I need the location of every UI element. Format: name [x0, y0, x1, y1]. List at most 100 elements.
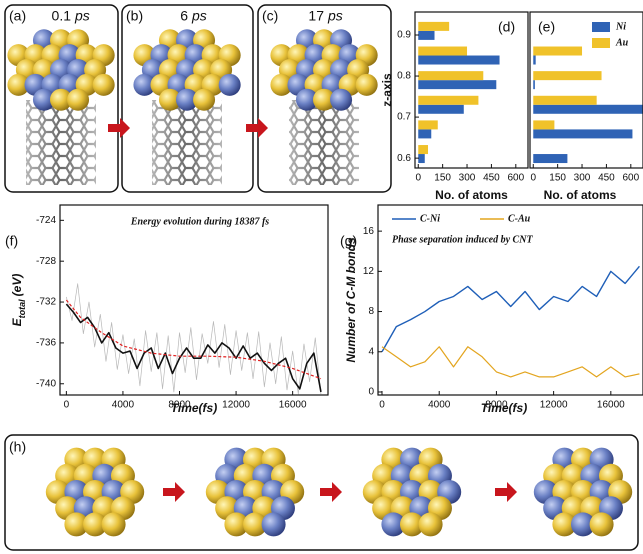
arrow: [246, 118, 268, 138]
y-axis-title: Number of C-M bonds: [344, 237, 358, 363]
x-tick-label: 16000: [279, 400, 307, 411]
legend-label: C-Au: [508, 213, 531, 224]
legend-swatch: [592, 22, 610, 32]
bar: [533, 47, 582, 56]
atom: [330, 89, 352, 111]
data-line: [382, 266, 639, 351]
arrow: [108, 118, 130, 138]
y-axis-title-main: z-axis: [380, 73, 394, 107]
x-tick-label: 450: [483, 173, 500, 184]
atom: [93, 74, 115, 96]
x-tick-label: 600: [622, 173, 639, 184]
time-unit: ps: [191, 8, 207, 24]
x-tick-label: 600: [507, 173, 524, 184]
bar: [533, 105, 643, 114]
atom: [67, 89, 89, 111]
x-axis-title: No. of atoms: [544, 188, 617, 202]
nanotube-shade: [152, 100, 222, 185]
nanotube-shade: [289, 100, 359, 185]
panel-label: (f): [5, 233, 18, 249]
x-tick-label: 150: [434, 173, 451, 184]
atom: [219, 74, 241, 96]
y-tick-label: -728: [36, 256, 56, 267]
arrow: [495, 482, 517, 502]
x-axis-title: Time(fs): [171, 401, 217, 415]
y-axis-title-unit: (eV): [10, 274, 24, 297]
y-axis-title-sub: total: [17, 299, 27, 318]
bar: [533, 80, 535, 89]
figure: (h) (a)0.1ps(b)6ps(c)17ps01503004506000.…: [0, 0, 643, 554]
y-tick-label: 0.6: [397, 153, 411, 164]
nanotube-shade: [26, 100, 96, 185]
bar: [418, 31, 434, 40]
bar: [418, 145, 428, 154]
plot-frame: [530, 12, 643, 168]
legend-label: Ni: [615, 21, 626, 32]
y-tick-label: 0.8: [397, 71, 411, 82]
y-tick-label: 8: [368, 306, 374, 317]
bar: [418, 120, 438, 129]
bar: [418, 71, 483, 80]
time-unit: ps: [327, 8, 343, 24]
atom: [590, 512, 614, 536]
panel-label: (d): [498, 19, 515, 35]
x-tick-label: 16000: [597, 400, 625, 411]
y-tick-label: -736: [36, 338, 56, 349]
y-tick-label: 4: [368, 346, 374, 357]
atom: [419, 512, 443, 536]
y-tick-label: -740: [36, 378, 56, 389]
x-tick-label: 0: [530, 173, 536, 184]
bar: [418, 129, 431, 138]
x-axis-title: No. of atoms: [435, 188, 508, 202]
panel-label: (b): [126, 8, 143, 24]
plot-area: [382, 266, 639, 377]
atom: [193, 89, 215, 111]
atom: [356, 74, 378, 96]
atom: [102, 512, 126, 536]
panel-label: (e): [538, 19, 555, 35]
bar: [418, 96, 478, 105]
plot-area: [66, 284, 321, 394]
y-tick-label: 0: [368, 387, 374, 398]
legend-swatch: [592, 38, 610, 48]
x-tick-label: 0: [415, 173, 421, 184]
y-tick-label: -732: [36, 297, 56, 308]
bar: [418, 22, 449, 31]
data-line: [382, 347, 639, 377]
panel-label: (c): [262, 8, 278, 24]
y-tick-label: 16: [363, 226, 375, 237]
x-tick-label: 300: [459, 173, 476, 184]
annotation: Phase separation induced by CNT: [392, 234, 533, 245]
bar: [533, 120, 554, 129]
x-tick-label: 12000: [540, 400, 568, 411]
y-tick-label: 0.7: [397, 112, 411, 123]
bar: [533, 56, 535, 65]
panel-label: (h): [9, 439, 26, 455]
bar: [418, 56, 499, 65]
panel-label: (a): [9, 8, 26, 24]
y-axis-title-main: Number of C-M bonds: [344, 237, 358, 363]
x-tick-label: 0: [64, 400, 70, 411]
bar: [533, 71, 601, 80]
bar: [533, 96, 596, 105]
x-tick-label: 300: [574, 173, 591, 184]
y-tick-label: 12: [363, 266, 375, 277]
bar: [418, 47, 467, 56]
x-axis-title: Time(fs): [481, 401, 527, 415]
x-tick-label: 450: [598, 173, 615, 184]
time-value: 0.1: [52, 8, 72, 24]
x-tick-label: 4000: [428, 400, 451, 411]
bar: [533, 129, 632, 138]
x-tick-label: 150: [549, 173, 566, 184]
atom: [262, 512, 286, 536]
chart-title: Energy evolution during 18387 fs: [130, 216, 269, 227]
bar: [418, 154, 425, 163]
arrow: [163, 482, 185, 502]
y-tick-label: 0.9: [397, 30, 411, 41]
bar: [418, 105, 464, 114]
arrow: [320, 482, 342, 502]
x-tick-label: 4000: [112, 400, 135, 411]
time-value: 6: [180, 8, 188, 24]
x-tick-label: 12000: [222, 400, 250, 411]
bar: [533, 154, 567, 163]
